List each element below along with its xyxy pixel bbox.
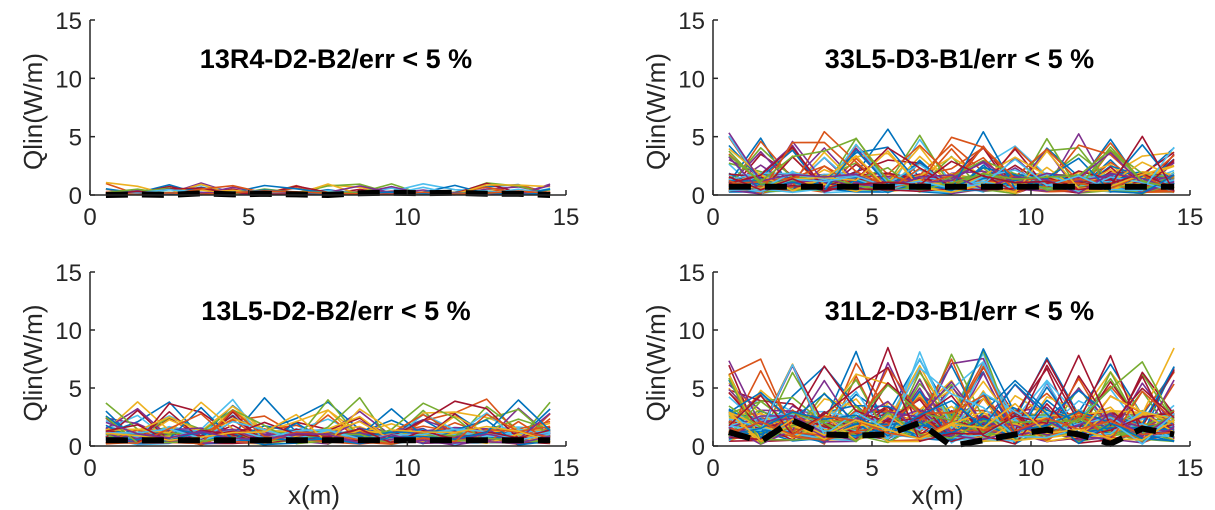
subplot-4: 0 5 10 15 0 5 10 15 Qlin(W/m) x(m) 31L2-D3-B1/err …: [641, 260, 1203, 510]
chart-title: 13L5-D2-B2/err < 5 %: [201, 296, 470, 326]
y-tick-label: 5: [69, 125, 82, 152]
series-line: [728, 380, 1175, 442]
chart-title: 31L2-D3-B1/err < 5 %: [825, 296, 1094, 326]
x-tick-label: 0: [83, 204, 96, 231]
series-group: [728, 346, 1175, 446]
y-tick-label: 15: [678, 260, 705, 287]
x-tick-label: 15: [553, 204, 580, 231]
y-tick-label: 5: [692, 125, 705, 152]
x-tick-label: 0: [706, 455, 719, 482]
y-tick-label: 10: [678, 66, 705, 93]
y-tick-label: 0: [69, 434, 82, 461]
series-line: [728, 361, 1175, 443]
series-line: [728, 151, 1175, 193]
x-tick-label: 10: [394, 204, 421, 231]
y-tick-label: 15: [55, 8, 82, 35]
mean-line: [728, 417, 1175, 450]
y-tick-label: 5: [692, 376, 705, 403]
subplot-1: 0 5 10 15 0 5 10 15 Qlin(W/m) 13R4-D2-B2/err < 5 …: [18, 8, 579, 231]
series-line: [728, 137, 1175, 191]
y-tick-label: 5: [69, 376, 82, 403]
y-axis-label: Qlin(W/m): [641, 305, 671, 422]
y-axis-label: Qlin(W/m): [641, 53, 671, 170]
x-tick-label: 15: [553, 455, 580, 482]
y-tick-label: 10: [55, 318, 82, 345]
y-tick-label: 0: [692, 434, 705, 461]
y-tick-label: 0: [69, 183, 82, 210]
x-tick-label: 0: [706, 204, 719, 231]
y-axis-label: Qlin(W/m): [18, 305, 48, 422]
x-tick-label: 15: [1177, 204, 1204, 231]
series-line: [728, 358, 1175, 442]
subplot-3: 0 5 10 15 0 5 10 15 Qlin(W/m) x(m) 13L5-D2-B2/err …: [18, 260, 579, 510]
y-tick-label: 0: [692, 183, 705, 210]
x-tick-label: 5: [865, 204, 878, 231]
x-tick-label: 5: [242, 455, 255, 482]
x-tick-label: 0: [83, 455, 96, 482]
series-line: [728, 132, 1175, 195]
y-tick-label: 15: [55, 260, 82, 287]
series-line: [728, 383, 1175, 445]
chart-title: 13R4-D2-B2/err < 5 %: [200, 44, 472, 74]
y-tick-label: 10: [55, 66, 82, 93]
x-axis-label: x(m): [912, 480, 964, 510]
x-tick-label: 5: [242, 204, 255, 231]
x-tick-label: 15: [1177, 455, 1204, 482]
series-line: [728, 365, 1175, 439]
y-axis-label: Qlin(W/m): [18, 53, 48, 170]
chart-title: 33L5-D3-B1/err < 5 %: [825, 44, 1094, 74]
x-tick-label: 10: [1018, 455, 1045, 482]
y-tick-label: 10: [678, 318, 705, 345]
series-line: [105, 420, 551, 441]
x-tick-label: 10: [1018, 204, 1045, 231]
y-tick-label: 15: [678, 8, 705, 35]
x-axis-label: x(m): [288, 480, 340, 510]
x-tick-label: 5: [865, 455, 878, 482]
x-tick-label: 10: [394, 455, 421, 482]
subplot-2: 0 5 10 15 0 5 10 15 Qlin(W/m) 33L5-D3-B1/err < 5 …: [641, 8, 1203, 231]
